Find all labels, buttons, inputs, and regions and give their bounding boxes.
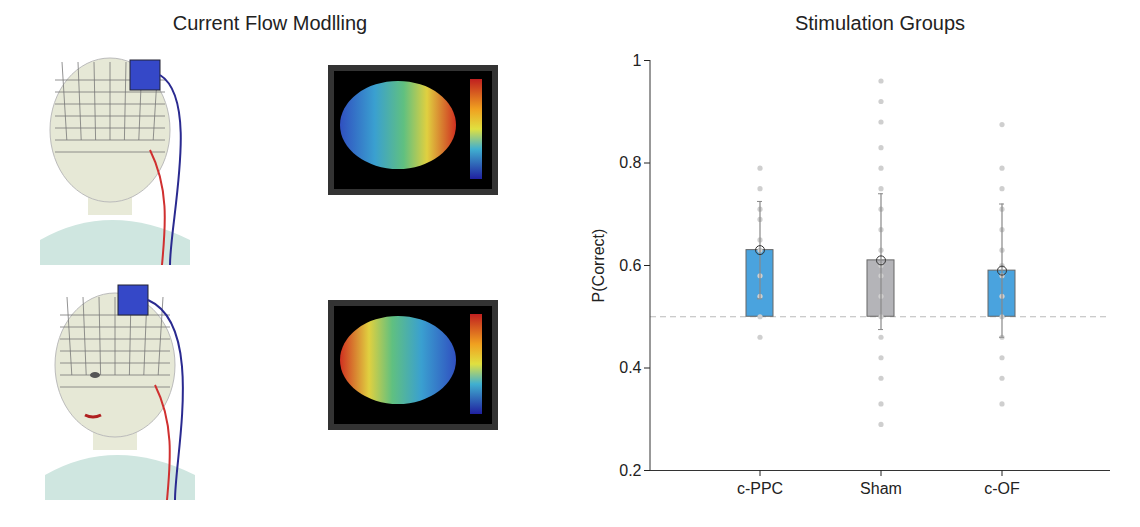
svg-text:0.8: 0.8 <box>619 154 641 171</box>
svg-text:0.2: 0.2 <box>619 462 641 479</box>
svg-text:Sham: Sham <box>860 480 902 497</box>
svg-text:1: 1 <box>633 52 642 69</box>
html-text:Stimulation Groups: Stimulation Groups <box>795 12 965 34</box>
svg-text:0.6: 0.6 <box>619 257 641 274</box>
svg-text:0.4: 0.4 <box>619 359 641 376</box>
svg-text:P(Correct): P(Correct) <box>590 229 607 303</box>
svg-text:c-OF: c-OF <box>984 480 1020 497</box>
html-text:Current Flow Modlling: Current Flow Modlling <box>172 12 368 34</box>
svg-text:c-PPC: c-PPC <box>737 480 783 497</box>
